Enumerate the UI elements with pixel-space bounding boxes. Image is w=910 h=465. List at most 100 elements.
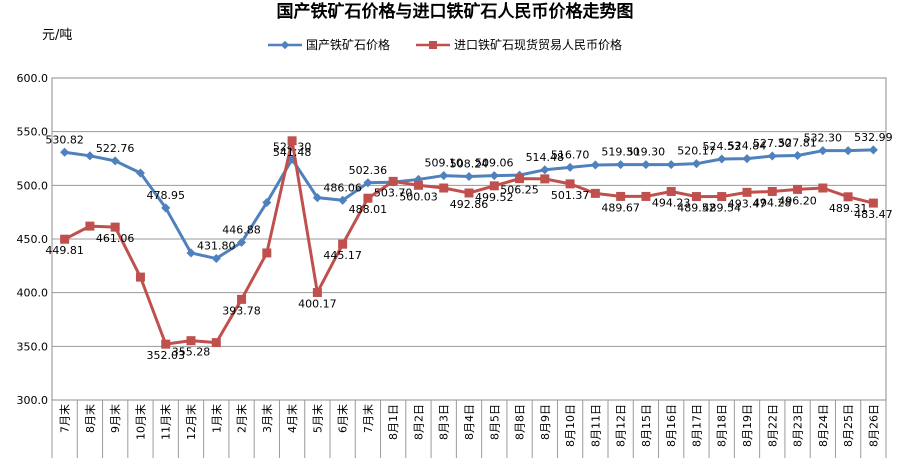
data-point: [60, 147, 70, 157]
data-point: [641, 160, 651, 170]
data-label: 509.06: [475, 157, 514, 170]
data-label: 489.52: [677, 202, 716, 215]
data-point: [868, 198, 878, 208]
data-point: [211, 338, 221, 348]
legend-marker-domestic: [280, 40, 290, 50]
data-label: 524.84: [728, 140, 767, 153]
data-point: [515, 174, 525, 184]
data-point: [237, 294, 247, 304]
data-label: 522.76: [96, 142, 135, 155]
data-label: 541.48: [273, 146, 312, 159]
legend-item-domestic: 国产铁矿石价格: [268, 37, 390, 52]
legend-label-import: 进口铁矿石现货贸易人民币价格: [454, 37, 622, 52]
data-point: [489, 171, 499, 181]
data-label: 494.28: [753, 196, 792, 209]
data-label: 524.53: [702, 140, 741, 153]
data-label: 530.82: [45, 133, 84, 146]
data-label: 509.10: [424, 157, 463, 170]
data-label: 506.25: [500, 184, 539, 197]
data-point: [616, 191, 626, 201]
x-tick-label: 8月5日: [488, 404, 501, 440]
data-point: [691, 192, 701, 202]
data-label: 431.80: [197, 240, 236, 253]
data-label: 516.70: [551, 148, 590, 161]
x-tick-label: 6月末: [336, 404, 350, 433]
legend-label-domestic: 国产铁矿石价格: [306, 37, 390, 52]
data-label: 493.47: [728, 197, 767, 210]
x-tick-label: 8月末: [83, 404, 97, 433]
x-tick-label: 8月16日: [665, 404, 678, 447]
y-tick-label: 300.0: [17, 394, 49, 407]
data-point: [767, 151, 777, 161]
x-tick-label: 10月末: [133, 404, 147, 440]
x-tick-label: 8月3日: [438, 404, 451, 440]
x-tick-label: 8月1日: [387, 404, 400, 440]
chart-title: 国产铁矿石价格与进口铁矿石人民币价格走势图: [277, 1, 634, 22]
data-label: 501.37: [551, 189, 590, 202]
data-point: [818, 146, 828, 156]
data-point: [85, 151, 95, 161]
data-label: 496.20: [778, 194, 817, 207]
data-point: [590, 160, 600, 170]
data-point: [135, 272, 145, 282]
data-point: [388, 176, 398, 186]
legend: 国产铁矿石价格 进口铁矿石现货贸易人民币价格: [268, 37, 622, 52]
x-tick-label: 8月17日: [690, 404, 703, 447]
x-tick-label: 8月24日: [817, 404, 830, 447]
data-point: [793, 150, 803, 161]
data-point: [540, 165, 550, 175]
x-tick-label: 7月末: [58, 404, 72, 433]
data-label: 520.17: [677, 145, 716, 158]
y-tick-label: 600.0: [17, 72, 49, 85]
data-label: 499.52: [475, 191, 514, 204]
x-tick-label: 7月末: [361, 404, 375, 433]
legend-item-import: 进口铁矿石现货贸易人民币价格: [416, 37, 622, 52]
x-tick-label: 8月22日: [766, 404, 779, 447]
data-label: 514.48: [526, 151, 565, 164]
data-point: [262, 197, 272, 208]
data-point: [868, 145, 878, 155]
data-label: 489.54: [702, 202, 741, 215]
x-tick-label: 5月末: [310, 404, 324, 433]
y-tick-label: 450.0: [17, 233, 49, 246]
y-tick-label: 350.0: [17, 340, 49, 353]
x-tick-label: 8月2日: [412, 404, 425, 440]
x-tick-label: 3月末: [260, 404, 274, 433]
data-point: [237, 237, 247, 247]
data-point: [717, 192, 727, 202]
data-point: [363, 193, 373, 203]
data-point: [641, 191, 651, 201]
data-point: [717, 154, 727, 164]
data-label: 483.47: [854, 208, 893, 221]
x-tick-label: 4月末: [285, 404, 299, 433]
data-label: 352.03: [146, 349, 185, 362]
x-tick-label: 8月12日: [615, 404, 628, 447]
data-point: [60, 234, 70, 244]
data-label: 532.30: [804, 132, 843, 145]
data-point: [793, 184, 803, 194]
data-point: [843, 192, 853, 202]
data-point: [439, 183, 449, 193]
data-point: [439, 171, 449, 181]
x-tick-label: 8月25日: [842, 404, 855, 447]
data-label: 489.31: [829, 202, 868, 215]
data-point: [818, 183, 828, 193]
data-point: [110, 156, 120, 166]
data-label: 503.70: [374, 186, 413, 199]
data-label: 527.30: [753, 137, 792, 150]
data-point: [691, 159, 701, 169]
data-point: [287, 136, 297, 146]
data-point: [413, 180, 423, 190]
x-tick-label: 11月末: [159, 404, 173, 440]
data-label: 449.81: [45, 244, 84, 257]
data-label: 400.17: [298, 297, 337, 310]
data-point: [338, 239, 348, 249]
x-tick-label: 8月18日: [716, 404, 729, 447]
x-tick-label: 8月26日: [867, 404, 880, 447]
plot-area: 300.0 350.0 400.0 450.0 500.0 550.0 600.0 7月末 8月…: [17, 72, 893, 458]
data-point: [338, 195, 348, 205]
y-tick-label: 400.0: [17, 287, 49, 300]
data-label: 532.99: [854, 131, 893, 144]
